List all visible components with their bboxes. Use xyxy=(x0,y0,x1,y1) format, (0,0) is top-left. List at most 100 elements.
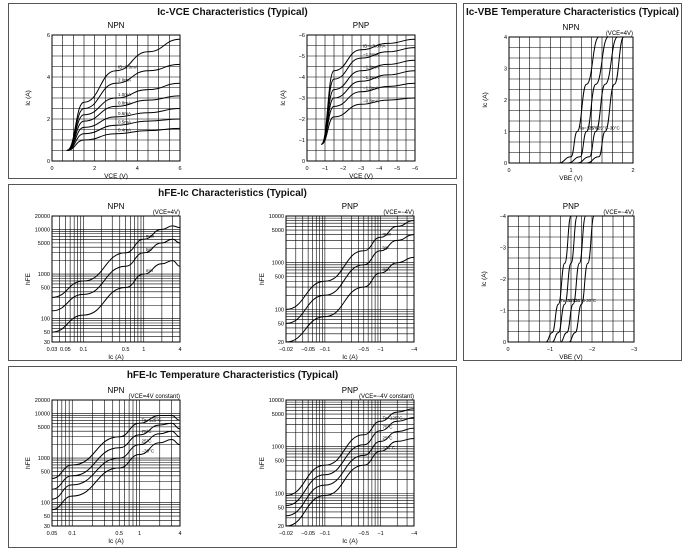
series-line-0 xyxy=(285,408,415,496)
series-line-4 xyxy=(320,82,416,145)
series-line-2 xyxy=(285,427,415,517)
series-label: −30°C xyxy=(142,449,155,454)
series-label: typ xyxy=(146,247,153,252)
y-tick-label: 0 xyxy=(503,340,506,346)
y-tick-label: 100 xyxy=(41,501,50,507)
series-label: −1.6mA xyxy=(363,52,379,57)
y-tick-label: 1 xyxy=(504,130,507,136)
chart-icvce_pnp: 0 −1 −2 −3 −4 −5 −6 0 −1 −2 −3 −4 −5 −6 PNP VCE (V) Ic (… xyxy=(280,21,418,180)
x-tick-label: 0.1 xyxy=(68,531,76,537)
plot-frame xyxy=(51,215,181,343)
chart-hfet_pnp: −0.02 −0.05 −0.1 −0.5 −1 −4 20 50 100 500 1000 5000… xyxy=(259,386,417,545)
x-tick-label: −4 xyxy=(411,531,417,537)
series-line-0 xyxy=(545,215,572,343)
series-label: IB=−3.0mA xyxy=(363,44,386,49)
ic-vbe-temp-panel: Ic-VBE Temperature Characteristics (Typi… xyxy=(463,3,682,361)
series-line-1 xyxy=(51,422,181,490)
y-tick-label: 20 xyxy=(278,524,284,530)
series-line-3 xyxy=(586,36,625,164)
series-label: min xyxy=(383,267,391,272)
x-tick-label: −5 xyxy=(394,166,400,172)
chart-vbe_pnp: 0 −1 −2 −3 0 −1 −2 −3 −4 PNP (VCE=−4V) VBE (V) Ic (A… xyxy=(481,202,637,361)
chart-subtitle: PNP xyxy=(342,202,358,211)
ic-vce-title: Ic-VCE Characteristics (Typical) xyxy=(157,7,308,18)
y-axis-label: hFE xyxy=(259,272,266,285)
series-line-1 xyxy=(51,238,181,312)
series-line-3 xyxy=(285,438,415,527)
series-line-0 xyxy=(51,415,181,479)
y-tick-label: −1 xyxy=(500,309,506,315)
series-label: min xyxy=(146,268,154,273)
series-line-1 xyxy=(285,234,415,324)
y-tick-label: 2 xyxy=(504,98,507,104)
y-tick-label: 20000 xyxy=(35,214,50,220)
y-tick-label: 1000 xyxy=(272,261,284,267)
x-tick-label: −0.02 xyxy=(279,347,293,353)
y-tick-label: 5000 xyxy=(38,425,50,431)
x-tick-label: 0.5 xyxy=(122,347,130,353)
x-tick-label: −1 xyxy=(377,347,383,353)
series-label: −30°C xyxy=(383,445,396,450)
x-tick-label: −2 xyxy=(340,166,346,172)
y-axis-label: hFE xyxy=(259,456,266,469)
series-line-3 xyxy=(320,70,416,145)
series-line-2 xyxy=(320,59,416,145)
y-tick-label: 10000 xyxy=(35,227,50,233)
y-tick-label: 6 xyxy=(47,33,50,39)
x-tick-label: 4 xyxy=(178,531,181,537)
x-tick-label: 0 xyxy=(305,166,308,172)
x-tick-label: −0.5 xyxy=(358,531,369,537)
series-label: Ta=125°C xyxy=(142,417,163,422)
series-line-2 xyxy=(577,36,618,164)
x-tick-label: −0.1 xyxy=(319,347,330,353)
x-tick-label: −1 xyxy=(547,347,553,353)
x-axis-label: VCE (V) xyxy=(104,173,128,180)
y-tick-label: 20000 xyxy=(35,398,50,404)
series-line-0 xyxy=(558,36,600,164)
x-tick-label: −6 xyxy=(412,166,418,172)
series-line-1 xyxy=(66,63,181,151)
y-tick-label: −4 xyxy=(299,75,305,81)
series-line-5 xyxy=(66,118,181,151)
y-tick-label: 500 xyxy=(275,459,284,465)
x-tick-label: 0.05 xyxy=(60,347,71,353)
y-axis-label: hFE xyxy=(25,272,32,285)
series-line-3 xyxy=(51,438,181,511)
y-tick-label: −6 xyxy=(299,33,305,39)
chart-annotation: (VCE=−4V) xyxy=(603,210,634,216)
series-label: typ xyxy=(383,245,390,250)
y-tick-label: 10000 xyxy=(35,411,50,417)
series-label: −30°C xyxy=(607,126,620,131)
chart-annotation: (VCE=−4V constant) xyxy=(359,394,414,400)
y-tick-label: 5000 xyxy=(38,241,50,247)
x-tick-label: −0.05 xyxy=(301,531,315,537)
series-label: IB=3.0mA xyxy=(118,65,138,70)
y-tick-label: 30 xyxy=(44,524,50,530)
x-axis-label: VBE (V) xyxy=(559,175,582,182)
chart-subtitle: PNP xyxy=(342,386,358,395)
series-label: −1.0mA xyxy=(363,86,379,91)
plot-frame xyxy=(285,399,415,527)
series-label: 0.4mA xyxy=(118,128,131,133)
series-label: 0.6mA xyxy=(118,111,131,116)
x-tick-label: −0.1 xyxy=(319,531,330,537)
chart-subtitle: NPN xyxy=(108,202,125,211)
chart-subtitle: PNP xyxy=(353,21,369,30)
chart-annotation: (VCE=4V constant) xyxy=(128,394,180,400)
x-tick-label: 6 xyxy=(178,166,181,172)
plot-frame xyxy=(285,215,415,343)
ic-vbe-temp-title: Ic-VBE Temperature Characteristics (Typi… xyxy=(465,7,680,18)
chart-vbe_npn: 0 1 2 0 1 2 3 4 NPN (VCE=4V) VBE (V) Ic (A) Ta=125°C… xyxy=(482,23,635,182)
series-label: 75°C xyxy=(567,298,578,303)
chart-hfe_npn: 0.03 0.05 0.1 0.5 1 4 30 50 100 500 1000 5000 10000 2… xyxy=(25,202,182,361)
y-tick-label: 100 xyxy=(275,307,284,313)
series-label: 2.0mA xyxy=(118,77,131,82)
series-label: 25°C xyxy=(383,435,394,440)
series-line-1 xyxy=(285,417,415,506)
x-tick-label: −1 xyxy=(322,166,328,172)
x-tick-label: −2 xyxy=(589,347,595,353)
series-label: Ta=125°C xyxy=(579,126,600,131)
x-tick-label: 1 xyxy=(142,347,145,353)
series-line-2 xyxy=(285,256,415,343)
y-tick-label: 0 xyxy=(47,159,50,165)
